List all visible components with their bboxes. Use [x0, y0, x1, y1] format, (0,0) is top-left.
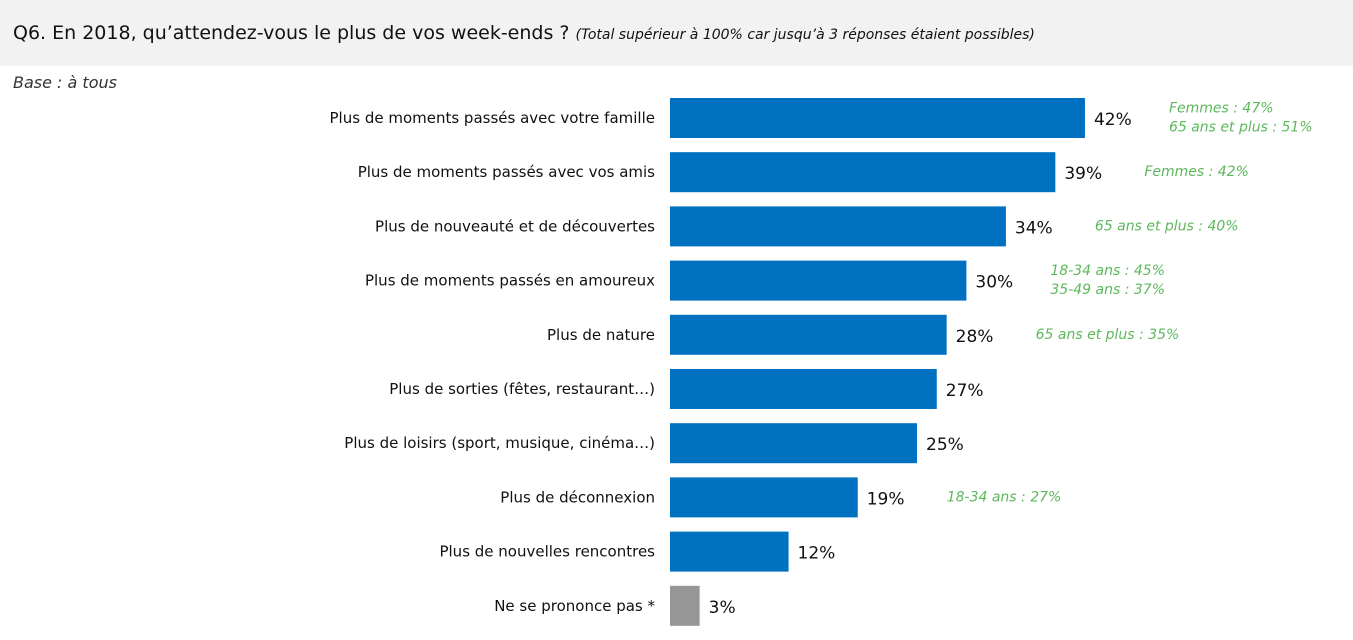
bar [670, 585, 700, 626]
bar [670, 477, 858, 518]
value-label: 28% [956, 327, 994, 347]
annotation-label: 65 ans et plus : 51% [1169, 120, 1313, 136]
question-text: Q6. En 2018, qu’attendez-vous le plus de… [13, 22, 570, 44]
bar [670, 98, 1085, 138]
category-label: Ne se prononce pas * [494, 597, 655, 615]
category-label: Plus de moments passés en amoureux [365, 272, 655, 290]
annotation-label: Femmes : 47% [1169, 101, 1274, 117]
value-label: 27% [946, 381, 984, 401]
question-note: (Total supérieur à 100% car jusqu’à 3 ré… [575, 27, 1035, 43]
bar [670, 260, 967, 301]
category-label: Plus de loisirs (sport, musique, cinéma…… [344, 434, 655, 452]
annotation-label: 18-34 ans : 27% [947, 489, 1062, 505]
bar [670, 423, 917, 464]
value-label: 25% [926, 435, 964, 455]
annotation-label: 18-34 ans : 45% [1050, 263, 1165, 279]
value-label: 42% [1094, 110, 1132, 130]
category-label: Plus de déconnexion [500, 488, 655, 506]
base-label: Base : à tous [13, 73, 117, 92]
value-label: 3% [709, 598, 736, 618]
category-label: Plus de nouveauté et de découvertes [375, 217, 655, 235]
bar [670, 314, 947, 355]
chart-title: Q6. En 2018, qu’attendez-vous le plus de… [13, 22, 1035, 44]
value-label: 19% [867, 489, 905, 509]
bar [670, 369, 937, 409]
bar [670, 206, 1006, 247]
value-label: 12% [798, 544, 836, 564]
chart-header: Q6. En 2018, qu’attendez-vous le plus de… [0, 0, 1353, 66]
bar [670, 152, 1056, 193]
bar [670, 531, 789, 572]
annotation-label: Femmes : 42% [1144, 164, 1249, 180]
category-label: Plus de moments passés avec vos amis [358, 163, 655, 181]
value-label: 30% [975, 273, 1013, 293]
category-label: Plus de nouvelles rencontres [439, 543, 655, 561]
annotation-label: 65 ans et plus : 35% [1036, 327, 1180, 343]
value-label: 39% [1064, 164, 1102, 184]
annotation-label: 35-49 ans : 37% [1050, 282, 1165, 298]
annotation-label: 65 ans et plus : 40% [1095, 218, 1239, 234]
category-label: Plus de moments passés avec votre famill… [330, 109, 655, 127]
category-label: Plus de nature [547, 326, 655, 344]
category-label: Plus de sorties (fêtes, restaurant…) [389, 380, 655, 398]
value-label: 34% [1015, 218, 1053, 238]
